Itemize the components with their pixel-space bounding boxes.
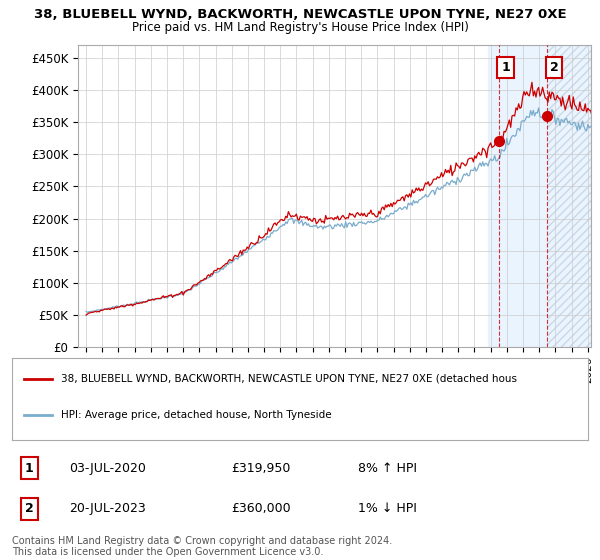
- Text: 38, BLUEBELL WYND, BACKWORTH, NEWCASTLE UPON TYNE, NE27 0XE: 38, BLUEBELL WYND, BACKWORTH, NEWCASTLE …: [34, 8, 566, 21]
- Text: 03-JUL-2020: 03-JUL-2020: [70, 462, 146, 475]
- Text: 1: 1: [25, 462, 34, 475]
- Text: 8% ↑ HPI: 8% ↑ HPI: [358, 462, 416, 475]
- Text: 1% ↓ HPI: 1% ↓ HPI: [358, 502, 416, 515]
- Text: 1: 1: [501, 61, 510, 74]
- Text: 2: 2: [550, 61, 559, 74]
- Text: 2: 2: [25, 502, 34, 515]
- Text: Price paid vs. HM Land Registry's House Price Index (HPI): Price paid vs. HM Land Registry's House …: [131, 21, 469, 34]
- Text: 38, BLUEBELL WYND, BACKWORTH, NEWCASTLE UPON TYNE, NE27 0XE (detached hous: 38, BLUEBELL WYND, BACKWORTH, NEWCASTLE …: [61, 374, 517, 384]
- Text: Contains HM Land Registry data © Crown copyright and database right 2024.
This d: Contains HM Land Registry data © Crown c…: [12, 535, 392, 557]
- Text: 20-JUL-2023: 20-JUL-2023: [70, 502, 146, 515]
- Text: HPI: Average price, detached house, North Tyneside: HPI: Average price, detached house, Nort…: [61, 410, 332, 420]
- Text: £319,950: £319,950: [231, 462, 290, 475]
- Text: £360,000: £360,000: [231, 502, 290, 515]
